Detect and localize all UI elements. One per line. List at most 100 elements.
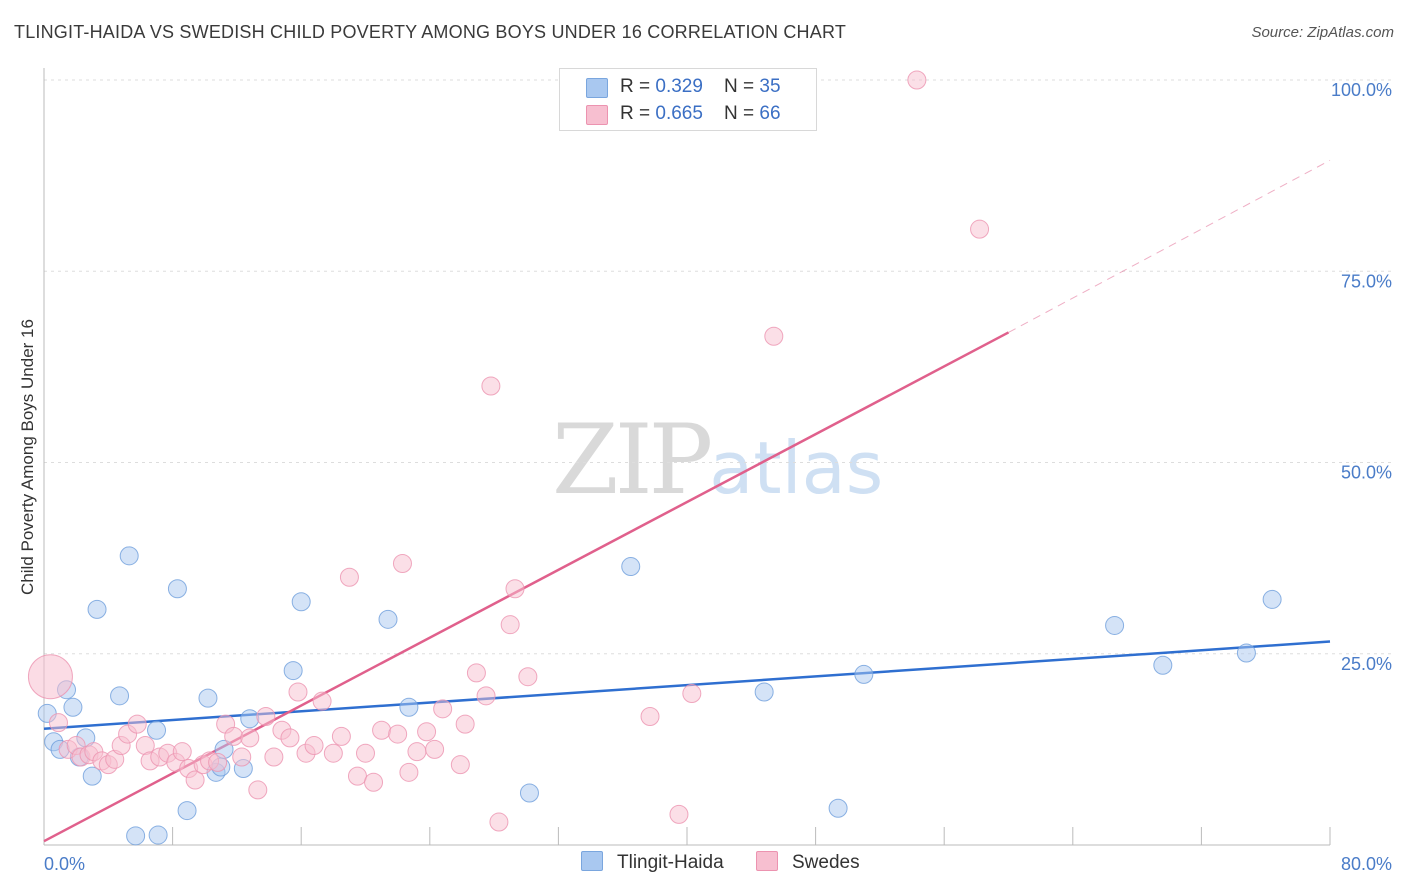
tlingit-haida-point (1262, 589, 1282, 609)
swedes-point (481, 376, 501, 396)
tlingit-haida-point (291, 592, 311, 612)
legend-n-label: N = (724, 103, 760, 124)
y-tick-label: 100.0% (1331, 80, 1392, 100)
swedes-point (970, 219, 990, 239)
y-axis-label: Child Poverty Among Boys Under 16 (18, 319, 37, 595)
swedes-point (489, 812, 509, 832)
y-tick-label: 75.0% (1341, 271, 1392, 291)
tlingit-haida-point (119, 546, 139, 566)
swedes-point (232, 747, 252, 767)
chart-title: TLINGIT-HAIDA VS SWEDISH CHILD POVERTY A… (14, 22, 847, 42)
tlingit-haida-point (148, 825, 168, 845)
swedes-point (682, 684, 702, 704)
tlingit-haida-point (754, 682, 774, 702)
tlingit-haida-point (399, 697, 419, 717)
series-swedes (27, 70, 990, 832)
swedes-point (407, 742, 427, 762)
tlingit-haida-point (1153, 655, 1173, 675)
tlingit-haida-trend-line (43, 640, 1331, 730)
legend-r-label: R = (620, 103, 656, 124)
legend-r-label: R = (620, 76, 656, 97)
legend-text: R = 0.329 N = 35 (620, 76, 781, 98)
legend-n-value: 35 (759, 76, 781, 97)
swedes-point (347, 766, 367, 786)
swedes-point (304, 736, 324, 756)
tlingit-haida-point (110, 686, 130, 706)
swedes-point (280, 728, 300, 748)
swedes-trend-extension (1008, 159, 1331, 333)
swedes-point (288, 682, 308, 702)
swedes-point (208, 752, 228, 772)
swedes-point (172, 742, 192, 762)
swedes-point (500, 615, 520, 635)
legend-r-value: 0.665 (655, 103, 703, 124)
swedes-point (505, 579, 525, 599)
tlingit-haida-point (147, 720, 167, 740)
source-label: Source: ZipAtlas.com (1251, 24, 1394, 41)
tlingit-haida-point (283, 661, 303, 681)
data-points (27, 70, 1282, 846)
tlingit-haida-point (177, 801, 197, 821)
swedes-point (256, 706, 276, 726)
legend-swatch-tlingit-haida (586, 78, 608, 98)
axis-labels: 25.0% 50.0% 75.0% 100.0% 0.0% 80.0% Child Pove… (18, 80, 1392, 874)
swedes-point (640, 706, 660, 726)
tlingit-haida-point (828, 798, 848, 818)
swedes-point (466, 663, 486, 683)
swedes-point (669, 804, 689, 824)
swedes-point (417, 722, 437, 742)
legend-text: R = 0.665 N = 66 (620, 103, 781, 125)
tlingit-haida-point (519, 783, 539, 803)
swedes-point (185, 770, 205, 790)
tlingit-haida-point (87, 599, 107, 619)
swedes-point (323, 743, 343, 763)
tlingit-haida-point (1236, 643, 1256, 663)
swedes-point (476, 686, 496, 706)
tlingit-haida-point (167, 579, 187, 599)
tlingit-haida-point (378, 609, 398, 629)
swedes-point (455, 714, 475, 734)
legend-r-value: 0.329 (655, 76, 703, 97)
tlingit-haida-point (1105, 615, 1125, 635)
tlingit-haida-point (63, 697, 83, 717)
swedes-point (518, 667, 538, 687)
swedes-point (127, 714, 147, 734)
tlingit-haida-point (82, 766, 102, 786)
tlingit-haida-point (854, 664, 874, 684)
swedes-point (450, 755, 470, 775)
swedes-point (240, 728, 260, 748)
watermark-zip: ZIP (552, 404, 713, 516)
legend-n-value: 66 (759, 103, 781, 124)
x-tick-label-max: 80.0% (1341, 854, 1392, 874)
swedes-point (425, 739, 445, 759)
swedes-point (907, 70, 927, 90)
swedes-point (764, 326, 784, 346)
swedes-point (48, 713, 68, 733)
watermark-atlas: atlas (709, 426, 884, 510)
swedes-point (248, 780, 268, 800)
swedes-point (27, 654, 73, 700)
swedes-point (356, 743, 375, 763)
tlingit-haida-point (126, 826, 146, 846)
bottom-legend-swatch-swedes (756, 851, 778, 871)
swedes-point (312, 691, 332, 711)
swedes-point (399, 762, 419, 782)
bottom-legend-label-tlingit-haida: Tlingit-Haida (617, 852, 724, 873)
y-tick-label: 50.0% (1341, 463, 1392, 483)
swedes-point (388, 724, 408, 744)
bottom-legend-swedes: Swedes (756, 851, 860, 874)
tlingit-haida-point (240, 709, 260, 729)
watermark: ZIPatlas (552, 404, 883, 516)
swedes-point (392, 553, 412, 573)
legend-n-label: N = (724, 76, 760, 97)
series-tlingit-haida (37, 546, 1282, 846)
grid-lines (44, 79, 1392, 655)
stats-legend: R = 0.329 N = 35 R = 0.665 N = 66 (559, 68, 817, 131)
swedes-point (264, 747, 284, 767)
y-tick-label: 25.0% (1341, 654, 1392, 674)
swedes-point (339, 567, 359, 587)
bottom-legend-tlingit-haida: Tlingit-Haida (581, 851, 724, 874)
swedes-point (433, 699, 453, 719)
swedes-point (364, 772, 384, 792)
